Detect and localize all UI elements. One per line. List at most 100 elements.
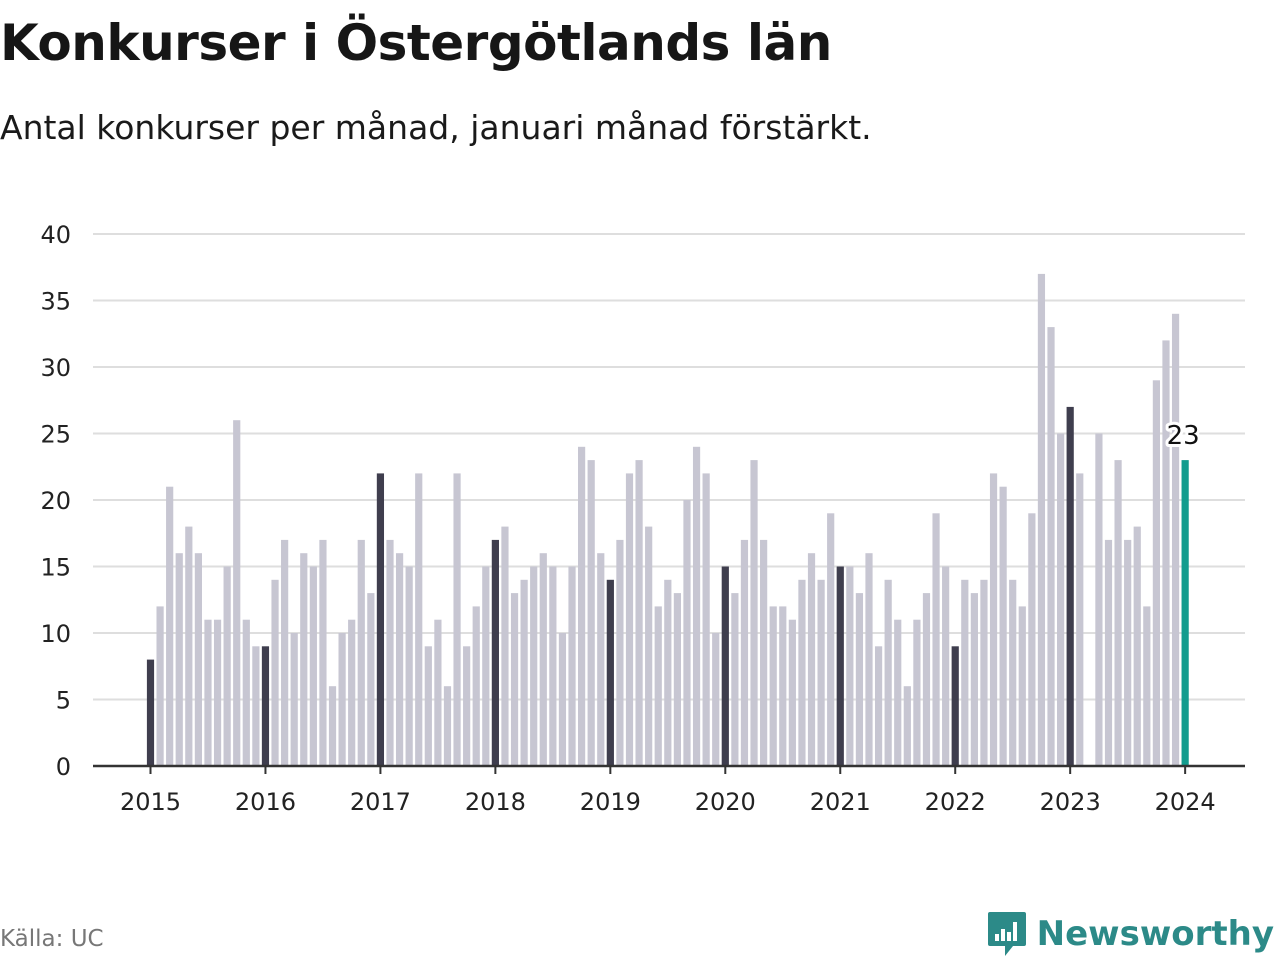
bar-2015-06: [194, 553, 202, 766]
bar-2019-08: [673, 593, 681, 766]
bar-2018-10: [578, 446, 586, 766]
bar-2022-06: [999, 486, 1007, 766]
newsworthy-logo-icon: [987, 912, 1026, 956]
bar-2016-10: [348, 619, 356, 766]
y-tick-label-35: 35: [40, 288, 71, 316]
bar-2016-07: [319, 539, 327, 766]
x-tick-label-2018: 2018: [465, 788, 526, 816]
bar-2019-03: [625, 473, 634, 766]
bar-2021-07: [894, 619, 902, 766]
bar-2017-11: [472, 606, 480, 766]
bar-2019-05: [645, 526, 653, 766]
bar-2020-11: [817, 579, 825, 766]
bar-2022-02: [961, 579, 969, 766]
bar-2015-05: [185, 526, 193, 766]
bar-2018-12: [597, 553, 605, 766]
bar-2020-07: [779, 606, 787, 766]
bar-2023-12: [1171, 313, 1180, 766]
bar-2015-08: [213, 619, 222, 766]
bar-2017-07: [434, 619, 442, 766]
bar-2019-11: [702, 473, 710, 766]
brand-name: Newsworthy: [1036, 914, 1274, 954]
x-tick-label-2019: 2019: [580, 788, 641, 816]
y-tick-label-25: 25: [40, 421, 71, 449]
bar-2018-11: [587, 460, 595, 766]
bar-2022-05: [989, 473, 998, 766]
bar-2020-12: [827, 513, 835, 766]
bar-2020-09: [798, 579, 806, 766]
bar-2024-01: [1181, 460, 1189, 766]
bar-2023-11: [1162, 340, 1170, 766]
bar-2018-07: [549, 566, 557, 766]
y-tick-label-0: 0: [56, 753, 71, 781]
bar-2018-09: [568, 566, 576, 766]
bar-2021-09: [913, 619, 921, 766]
bar-2016-11: [357, 539, 365, 766]
y-tick-label-30: 30: [40, 354, 71, 382]
x-tick-label-2020: 2020: [695, 788, 756, 816]
bar-2023-08: [1133, 526, 1141, 766]
x-tick-label-2021: 2021: [810, 788, 871, 816]
bar-2022-08: [1018, 606, 1026, 766]
bar-2018-04: [520, 579, 528, 766]
bar-2018-02: [501, 526, 509, 766]
bar-2015-12: [252, 646, 260, 766]
x-tick-label-2024: 2024: [1155, 788, 1216, 816]
bar-2020-02: [731, 593, 739, 766]
bar-2023-02: [1076, 473, 1084, 766]
bar-2021-12: [942, 566, 950, 766]
bar-2021-03: [855, 593, 864, 766]
y-tick-label-15: 15: [40, 554, 71, 582]
bar-2017-09: [453, 473, 461, 766]
bar-2022-11: [1047, 327, 1055, 766]
source-note: Källa: UC: [0, 926, 104, 952]
bar-2018-05: [530, 566, 538, 766]
bar-chart: 0 5 10 15 20 25 30 35 40 2015 2016 2017 2018 2019 2020…: [40, 221, 1245, 816]
bar-2015-11: [242, 619, 250, 766]
bar-2022-07: [1009, 579, 1017, 766]
bar-2021-04: [865, 553, 873, 766]
bar-2019-06: [654, 606, 662, 766]
data-labels: 23: [1164, 418, 1203, 454]
bar-2015-01: [146, 659, 155, 766]
bar-2016-06: [309, 566, 317, 766]
bar-2018-06: [539, 553, 547, 766]
bar-2022-10: [1037, 273, 1046, 766]
x-tick-label-2016: 2016: [235, 788, 296, 816]
y-tick-label-5: 5: [56, 687, 71, 715]
y-tick-label-40: 40: [40, 221, 71, 249]
bar-2022-12: [1057, 433, 1065, 766]
bar-2023-10: [1152, 380, 1160, 766]
bar-2020-01: [721, 566, 729, 766]
bar-2020-08: [788, 619, 796, 766]
bar-2023-06: [1114, 460, 1122, 766]
bar-2021-10: [922, 593, 931, 766]
x-tick-label-2023: 2023: [1040, 788, 1101, 816]
bar-2019-04: [635, 460, 643, 766]
bar-2016-02: [271, 579, 279, 766]
bar-2016-12: [367, 593, 375, 766]
x-tick-label-2017: 2017: [350, 788, 411, 816]
bar-2022-09: [1028, 513, 1036, 766]
bar-2017-03: [395, 553, 404, 766]
bar-2023-05: [1104, 539, 1113, 766]
bar-2015-09: [223, 566, 231, 766]
bar-2016-05: [300, 553, 308, 766]
bar-2015-03: [166, 486, 174, 766]
bar-2015-04: [175, 553, 183, 766]
bar-2023-04: [1095, 433, 1103, 766]
bar-2021-06: [884, 579, 892, 766]
data-label-2024-01: 23: [1167, 421, 1200, 451]
bar-2017-08: [443, 686, 452, 766]
bar-2022-03: [970, 593, 978, 766]
bar-2021-05: [874, 646, 883, 766]
bar-2021-11: [932, 513, 940, 766]
bar-2021-02: [846, 566, 854, 766]
bar-2017-12: [482, 566, 490, 766]
bar-2023-01: [1066, 406, 1074, 766]
y-tick-label-20: 20: [40, 487, 71, 515]
bar-2022-01: [951, 646, 959, 766]
bar-2023-07: [1124, 539, 1132, 766]
axes: 0 5 10 15 20 25 30 35 40 2015 2016 2017 2018 2019 2020…: [40, 221, 1245, 816]
chart-title: Konkurser i Östergötlands län: [0, 14, 832, 72]
